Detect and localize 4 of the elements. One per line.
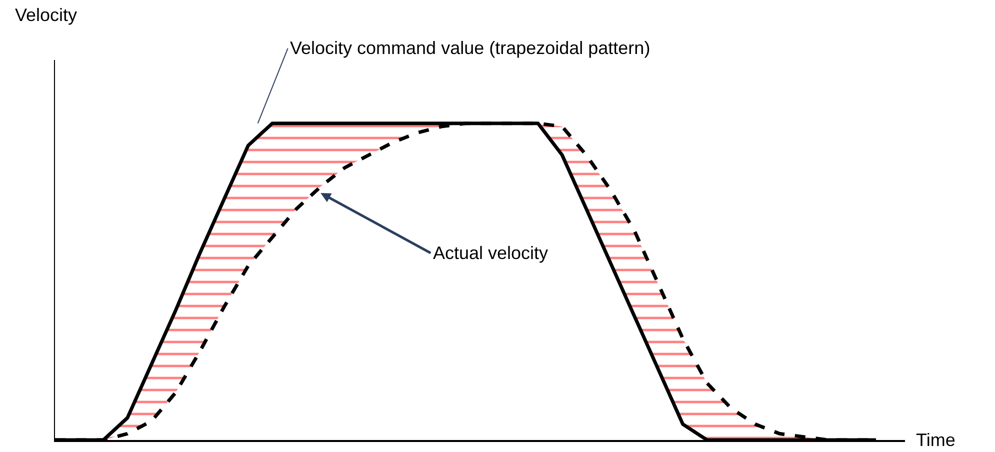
x-axis-title: Time bbox=[916, 430, 956, 450]
text: Velocity bbox=[15, 5, 78, 25]
annotation: Actual velocity bbox=[433, 243, 548, 263]
text: Velocity command value (trapezoidal pattern) bbox=[290, 38, 650, 58]
